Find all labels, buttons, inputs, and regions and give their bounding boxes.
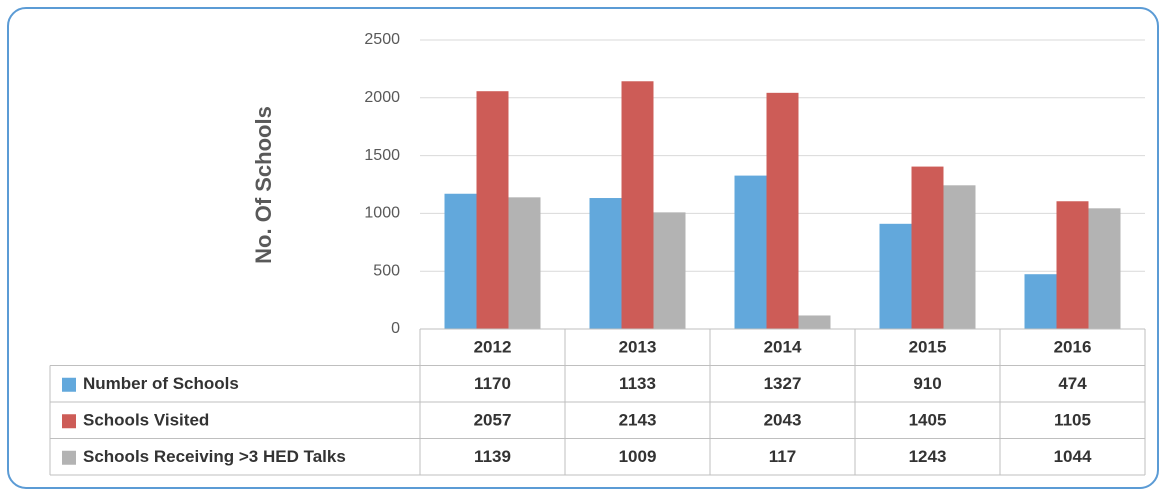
table-value: 1105: [1054, 411, 1091, 430]
bar: [766, 92, 799, 330]
legend-label: Schools Receiving >3 HED Talks: [83, 447, 346, 466]
bar: [943, 185, 976, 329]
bar: [911, 166, 944, 329]
x-tick-label: 2014: [764, 338, 802, 357]
bar: [734, 175, 767, 329]
table-value: 2057: [474, 411, 512, 430]
table-value: 1133: [619, 374, 656, 393]
table-value: 117: [769, 447, 796, 466]
x-tick-label: 2016: [1054, 338, 1092, 357]
y-tick-label: 1000: [364, 205, 400, 222]
x-tick-label: 2012: [474, 338, 512, 357]
table-value: 1044: [1054, 447, 1092, 466]
bar: [1024, 274, 1057, 329]
table-value: 474: [1058, 374, 1087, 393]
bar: [508, 197, 541, 329]
bar: [1088, 208, 1121, 329]
y-tick-label: 0: [391, 320, 400, 337]
bar: [879, 223, 912, 329]
x-tick-label: 2013: [619, 338, 657, 357]
legend-swatch: [62, 450, 76, 465]
frame: [7, 7, 1159, 489]
bar: [444, 193, 477, 329]
y-axis-label: No. Of Schools: [251, 106, 276, 264]
bar: [476, 91, 509, 329]
table-value: 2043: [764, 411, 802, 430]
y-tick-label: 2500: [364, 31, 400, 48]
x-tick-label: 2015: [909, 338, 947, 357]
table-value: 1405: [909, 411, 947, 430]
y-tick-label: 2000: [364, 89, 400, 106]
bar: [653, 212, 686, 329]
bar: [589, 198, 622, 329]
bar: [798, 315, 831, 329]
table-value: 910: [913, 374, 941, 393]
table-value: 1170: [474, 374, 511, 393]
table-value: 1009: [619, 447, 657, 466]
bar: [1056, 201, 1089, 329]
legend-swatch: [62, 414, 76, 429]
table-value: 2143: [619, 411, 657, 430]
table-value: 1139: [474, 447, 511, 466]
table-value: 1243: [909, 447, 947, 466]
bar: [621, 81, 654, 330]
y-tick-label: 500: [373, 262, 400, 279]
legend-label: Number of Schools: [83, 374, 239, 393]
legend-label: Schools Visited: [83, 411, 209, 430]
legend-swatch: [62, 377, 76, 392]
y-tick-label: 1500: [364, 147, 400, 164]
table-value: 1327: [764, 374, 802, 393]
